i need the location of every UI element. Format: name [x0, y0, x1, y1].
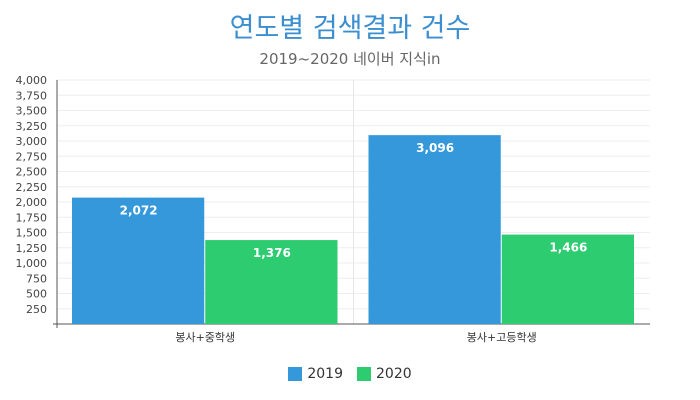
data-label: 1,466: [549, 241, 587, 255]
legend: 2019 2020: [0, 366, 700, 382]
chart-subtitle: 2019~2020 네이버 지식in: [259, 50, 441, 68]
x-tick-label: 봉사+고등학생: [467, 331, 537, 344]
chart-title: 연도별 검색결과 건수: [229, 13, 471, 44]
x-tick-label: 봉사+중학생: [175, 331, 235, 344]
bar-2020-2: [501, 234, 634, 324]
y-tick-label: 4,000: [16, 74, 48, 87]
y-tick-label: 500: [26, 288, 47, 301]
legend-swatch-2019: [288, 367, 303, 381]
bar-2020-1: [205, 240, 338, 324]
y-tick-label: 2,500: [16, 166, 48, 179]
y-tick-label: 1,500: [16, 227, 48, 240]
legend-label-2019: 2019: [307, 366, 343, 382]
y-tick-label: 2,000: [16, 196, 48, 209]
y-tick-label: 1,000: [16, 257, 48, 270]
y-tick-label: 3,750: [16, 89, 48, 102]
data-label: 2,072: [120, 204, 158, 218]
y-tick-label: 2,250: [16, 181, 48, 194]
y-tick-label: 750: [26, 272, 47, 285]
y-tick-label: 1,250: [16, 242, 48, 255]
legend-item-2019[interactable]: 2019: [288, 366, 343, 382]
data-label: 3,096: [416, 141, 454, 155]
data-label: 1,376: [253, 246, 291, 260]
y-tick-label: 1,750: [16, 211, 48, 224]
y-tick-label: 2,750: [16, 150, 48, 163]
y-tick-label: 3,000: [16, 135, 48, 148]
bar-2019-2: [368, 135, 501, 324]
legend-label-2020: 2020: [376, 366, 412, 382]
legend-item-2020[interactable]: 2020: [357, 366, 412, 382]
legend-swatch-2020: [357, 367, 371, 381]
y-tick-label: 3,500: [16, 105, 48, 118]
bar-2019-1: [72, 197, 205, 324]
y-tick-label: 3,250: [16, 120, 48, 133]
y-tick-label: 250: [26, 303, 47, 316]
